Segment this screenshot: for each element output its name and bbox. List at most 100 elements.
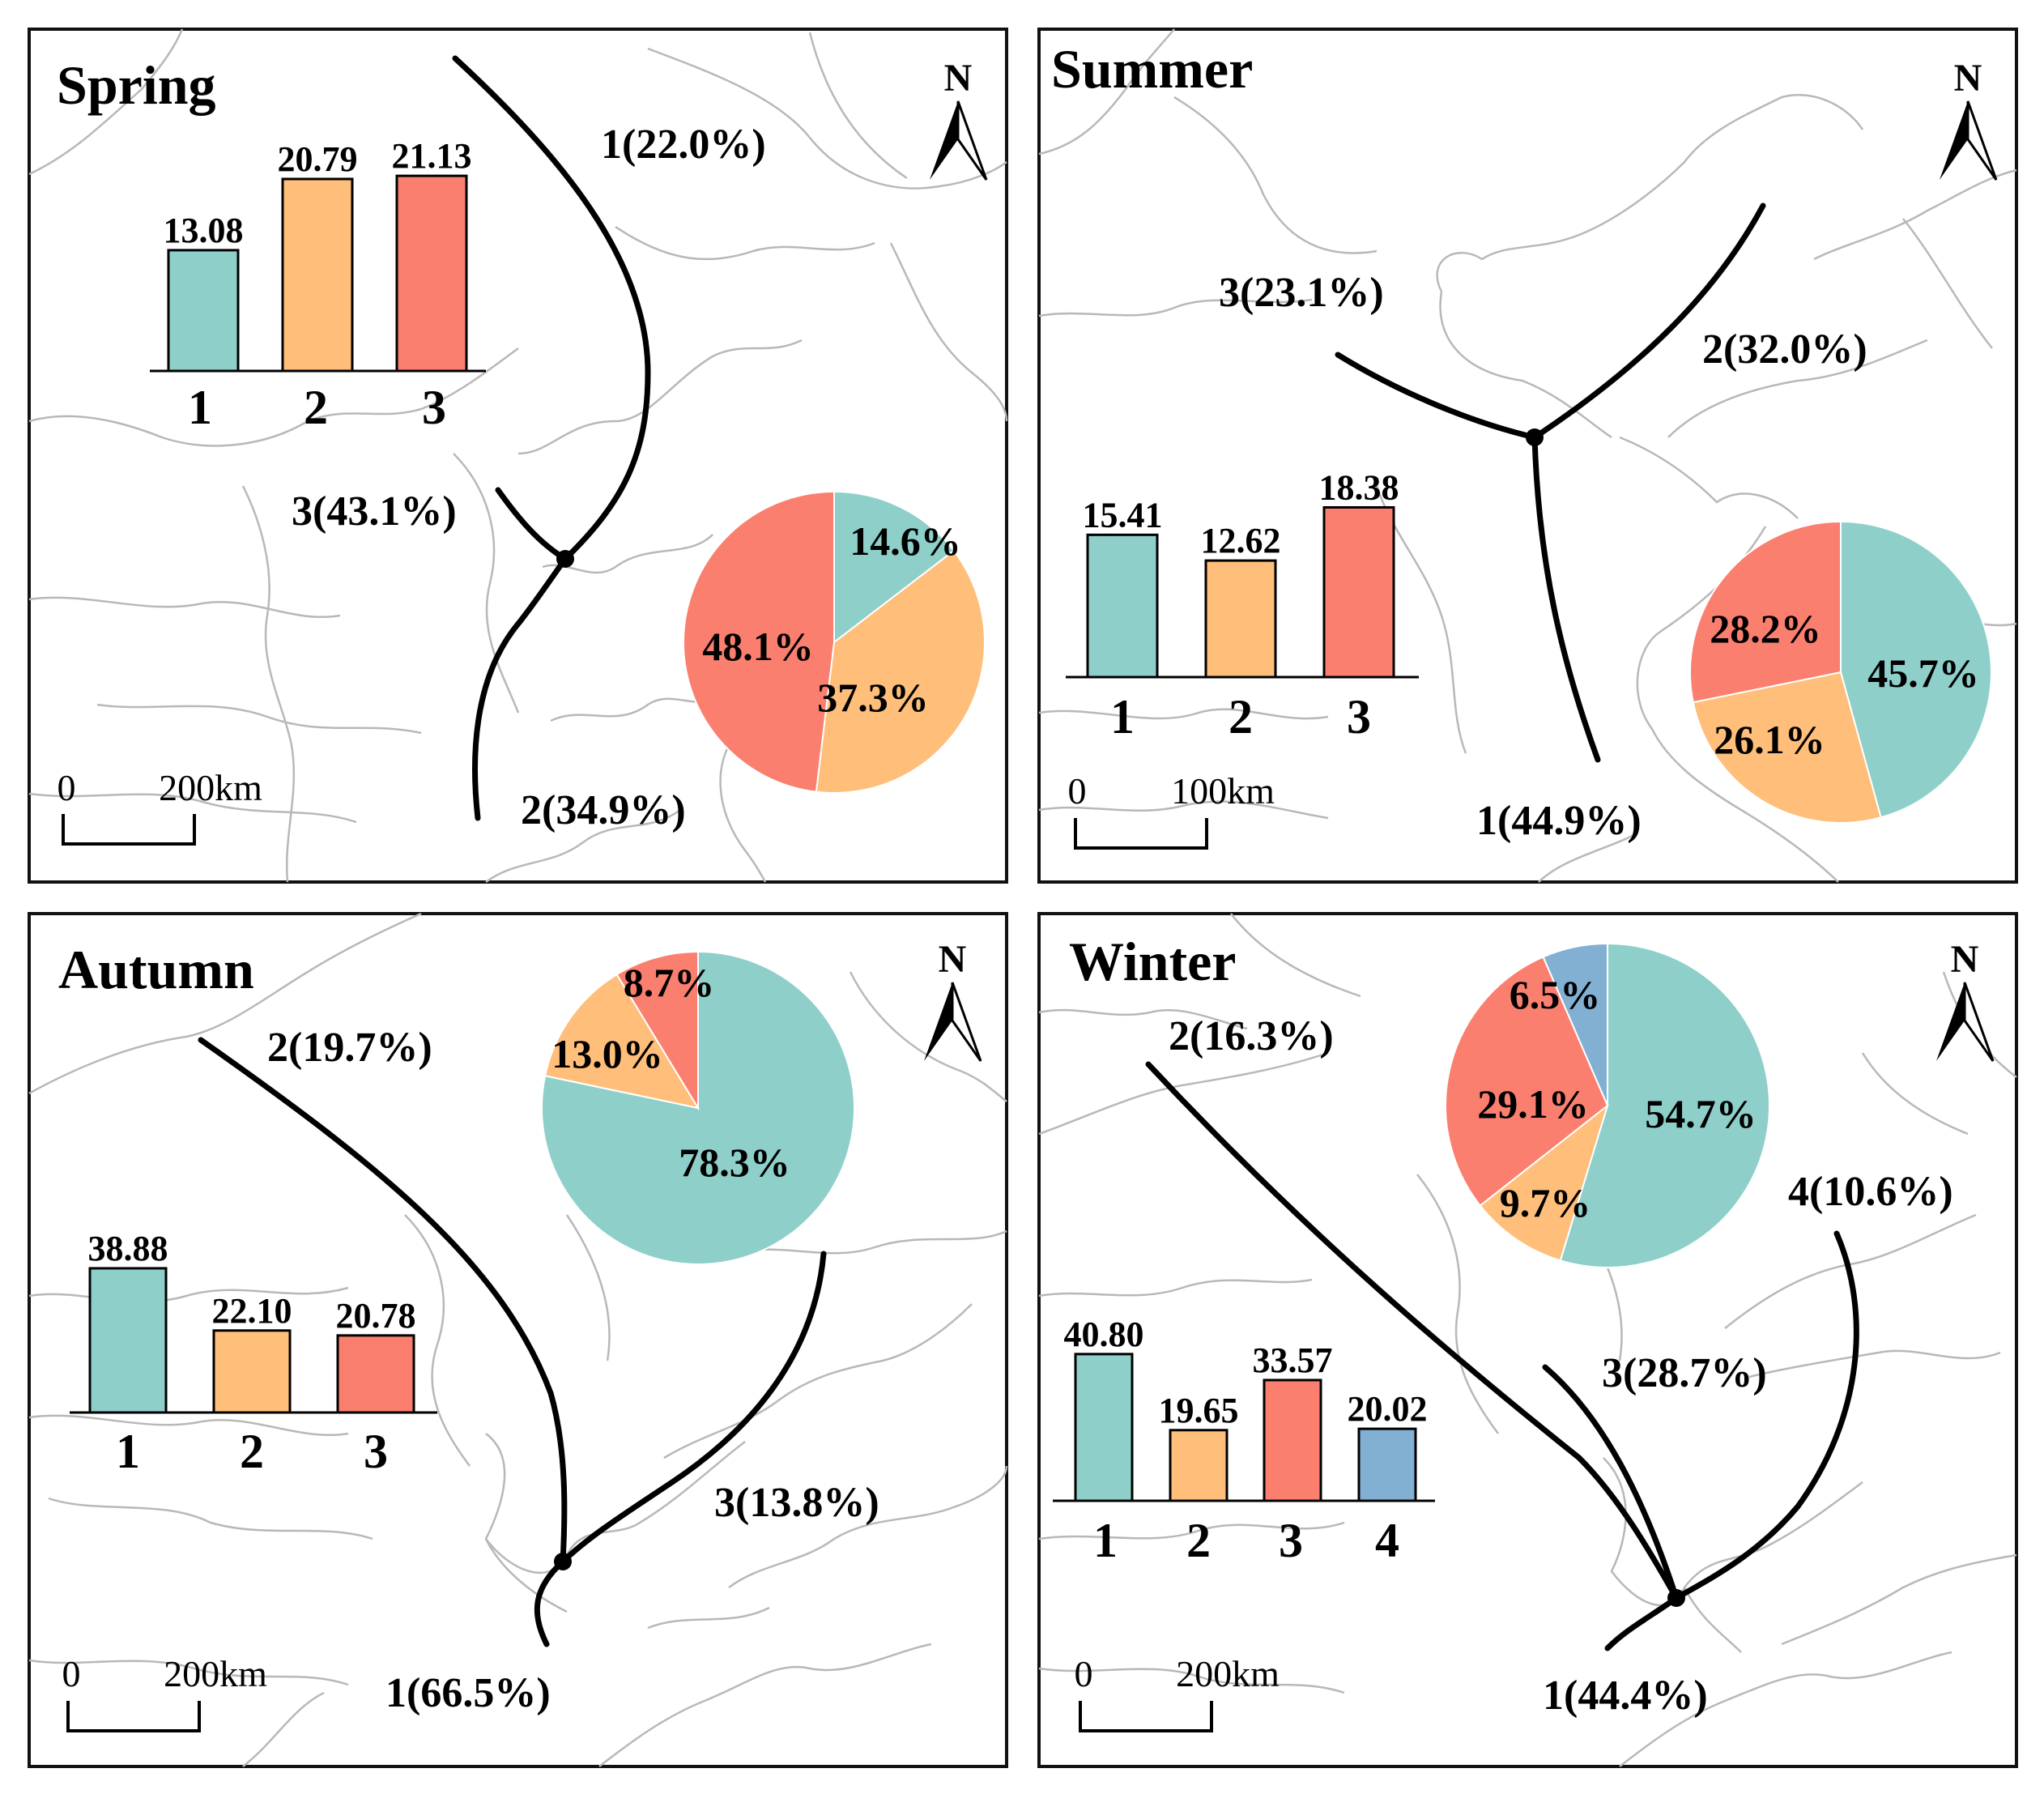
pie-percent-label: 26.1% (1714, 717, 1825, 762)
trajectory-3 (1335, 352, 1538, 441)
trajectory-lines (1335, 202, 1766, 763)
bar-value-label: 12.62 (1201, 521, 1281, 560)
north-arrow: N (924, 938, 982, 1062)
base-map-boundaries (28, 28, 1008, 884)
pie-percent-label: 29.1% (1477, 1081, 1589, 1127)
bar-cluster-3 (1322, 505, 1395, 679)
bar-cluster-3 (1263, 1379, 1322, 1502)
bar-category-label: 1 (1093, 1514, 1118, 1567)
bar-chart: 38.88 22.10 20.78 1 2 3 (70, 1229, 437, 1478)
bar-cluster-2 (212, 1329, 292, 1414)
trajectory-label-1: 1(44.9%) (1476, 798, 1642, 844)
pie-slice-cluster-2 (1479, 1103, 1609, 1262)
trajectory-label-3: 3(43.1%) (292, 488, 457, 535)
trajectory-3 (560, 1251, 827, 1565)
pie-chart: 54.7% 9.7% 29.1% 6.5% (1445, 942, 1771, 1268)
bar-value-label: 18.38 (1319, 467, 1399, 507)
pie-slice-cluster-3 (682, 490, 835, 793)
bar-category-label: 2 (1186, 1514, 1211, 1567)
bar-category-label: 3 (364, 1425, 388, 1478)
receptor-site-marker (556, 550, 574, 568)
pie-slice-cluster-3 (1445, 956, 1609, 1207)
panel-spring: Spring N 13.08 20.79 21.13 1 2 3 14.6% 3… (28, 28, 1008, 884)
trajectory-label-2: 2(19.7%) (267, 1025, 432, 1071)
bar-chart: 13.08 20.79 21.13 1 2 3 (150, 136, 486, 434)
pie-chart: 14.6% 37.3% 48.1% (682, 490, 986, 795)
trajectory-lines (1145, 1061, 1859, 1651)
trajectory-label-4: 4(10.6%) (1788, 1169, 1953, 1215)
bar-category-label: 2 (304, 381, 328, 434)
trajectory-2 (1145, 1061, 1680, 1601)
season-title: Spring (57, 54, 216, 116)
bar-category-label: 1 (1110, 690, 1135, 744)
bar-cluster-1 (88, 1267, 168, 1414)
bar-category-label: 1 (188, 381, 212, 434)
north-letter: N (944, 57, 973, 100)
season-title: Summer (1051, 38, 1253, 100)
trajectory-label-1: 1(22.0%) (601, 121, 766, 168)
receptor-site-marker (1526, 428, 1544, 446)
scale-bar: 0 100km (1068, 770, 1275, 850)
pie-slice-cluster-4 (1542, 942, 1608, 1106)
pie-slice-cluster-3 (1689, 520, 1842, 704)
pie-percent-label: 6.5% (1510, 972, 1601, 1017)
pie-slice-cluster-2 (543, 973, 700, 1110)
north-letter: N (1951, 938, 1979, 981)
north-arrow: N (1940, 57, 1998, 181)
trajectory-1 (1604, 1595, 1680, 1651)
trajectory-lines (452, 55, 651, 821)
pie-percent-label: 9.7% (1500, 1180, 1591, 1225)
trajectory-label-1: 1(44.4%) (1543, 1673, 1708, 1719)
trajectory-label-2: 2(32.0%) (1702, 326, 1867, 373)
scale-distance: 200km (1176, 1653, 1280, 1694)
bar-cluster-1 (1086, 533, 1159, 679)
bar-value-label: 33.57 (1253, 1340, 1333, 1380)
trajectory-3 (1542, 1364, 1680, 1601)
trajectory-label-3: 3(13.8%) (714, 1480, 879, 1526)
pie-percent-label: 78.3% (679, 1140, 790, 1185)
panel-winter: Winter N 40.80 19.65 33.57 20.02 1 2 3 4 (1037, 912, 2018, 1768)
bar-category-label: 3 (1347, 690, 1371, 744)
pie-slice-cluster-1 (833, 490, 956, 645)
trajectory-1 (1531, 434, 1601, 763)
pie-percent-label: 14.6% (850, 518, 961, 564)
bar-value-label: 22.10 (212, 1291, 292, 1331)
season-title: Autumn (58, 939, 254, 1000)
pie-percent-label: 28.2% (1710, 606, 1821, 651)
trajectory-label-1: 1(66.5%) (385, 1670, 551, 1716)
pie-chart: 45.7% 26.1% 28.2% (1689, 520, 1992, 824)
bar-value-label: 20.78 (336, 1296, 416, 1336)
trajectory-2 (1531, 202, 1766, 441)
bar-chart: 40.80 19.65 33.57 20.02 1 2 3 4 (1053, 1315, 1435, 1567)
scale-distance: 200km (164, 1653, 267, 1694)
bar-category-label: 1 (116, 1425, 140, 1478)
panel-frame (28, 912, 1008, 1768)
pie-percent-label: 45.7% (1867, 650, 1979, 696)
panel-summer: Summer N 15.41 12.62 18.38 1 2 3 45.7% 2… (1037, 28, 2018, 884)
pie-slice-cluster-3 (615, 950, 699, 1111)
north-arrow: N (1936, 938, 1995, 1062)
pie-percent-label: 8.7% (624, 960, 715, 1005)
bar-value-label: 15.41 (1083, 495, 1163, 535)
bar-cluster-1 (167, 249, 240, 373)
receptor-site-marker (1667, 1589, 1685, 1607)
bar-cluster-2 (281, 177, 354, 373)
bar-category-label: 3 (1279, 1514, 1303, 1567)
bar-cluster-2 (1169, 1429, 1229, 1502)
bar-cluster-4 (1357, 1427, 1417, 1502)
bar-value-label: 20.02 (1348, 1389, 1428, 1429)
north-arrow: N (930, 57, 988, 181)
trajectory-3 (495, 487, 568, 562)
scale-zero: 0 (57, 767, 76, 808)
pie-percent-label: 37.3% (817, 675, 929, 720)
bar-category-label: 2 (240, 1425, 264, 1478)
trajectory-label-3: 3(28.7%) (1602, 1350, 1767, 1396)
bar-chart: 15.41 12.62 18.38 1 2 3 (1066, 467, 1419, 744)
trajectory-1 (452, 55, 651, 562)
bar-category-label: 3 (422, 381, 446, 434)
scale-distance: 100km (1171, 770, 1275, 812)
bar-category-label: 2 (1229, 690, 1253, 744)
trajectory-label-2: 2(34.9%) (521, 787, 686, 833)
panel-autumn: Autumn N 38.88 22.10 20.78 1 2 3 78.3% 1… (28, 912, 1008, 1768)
